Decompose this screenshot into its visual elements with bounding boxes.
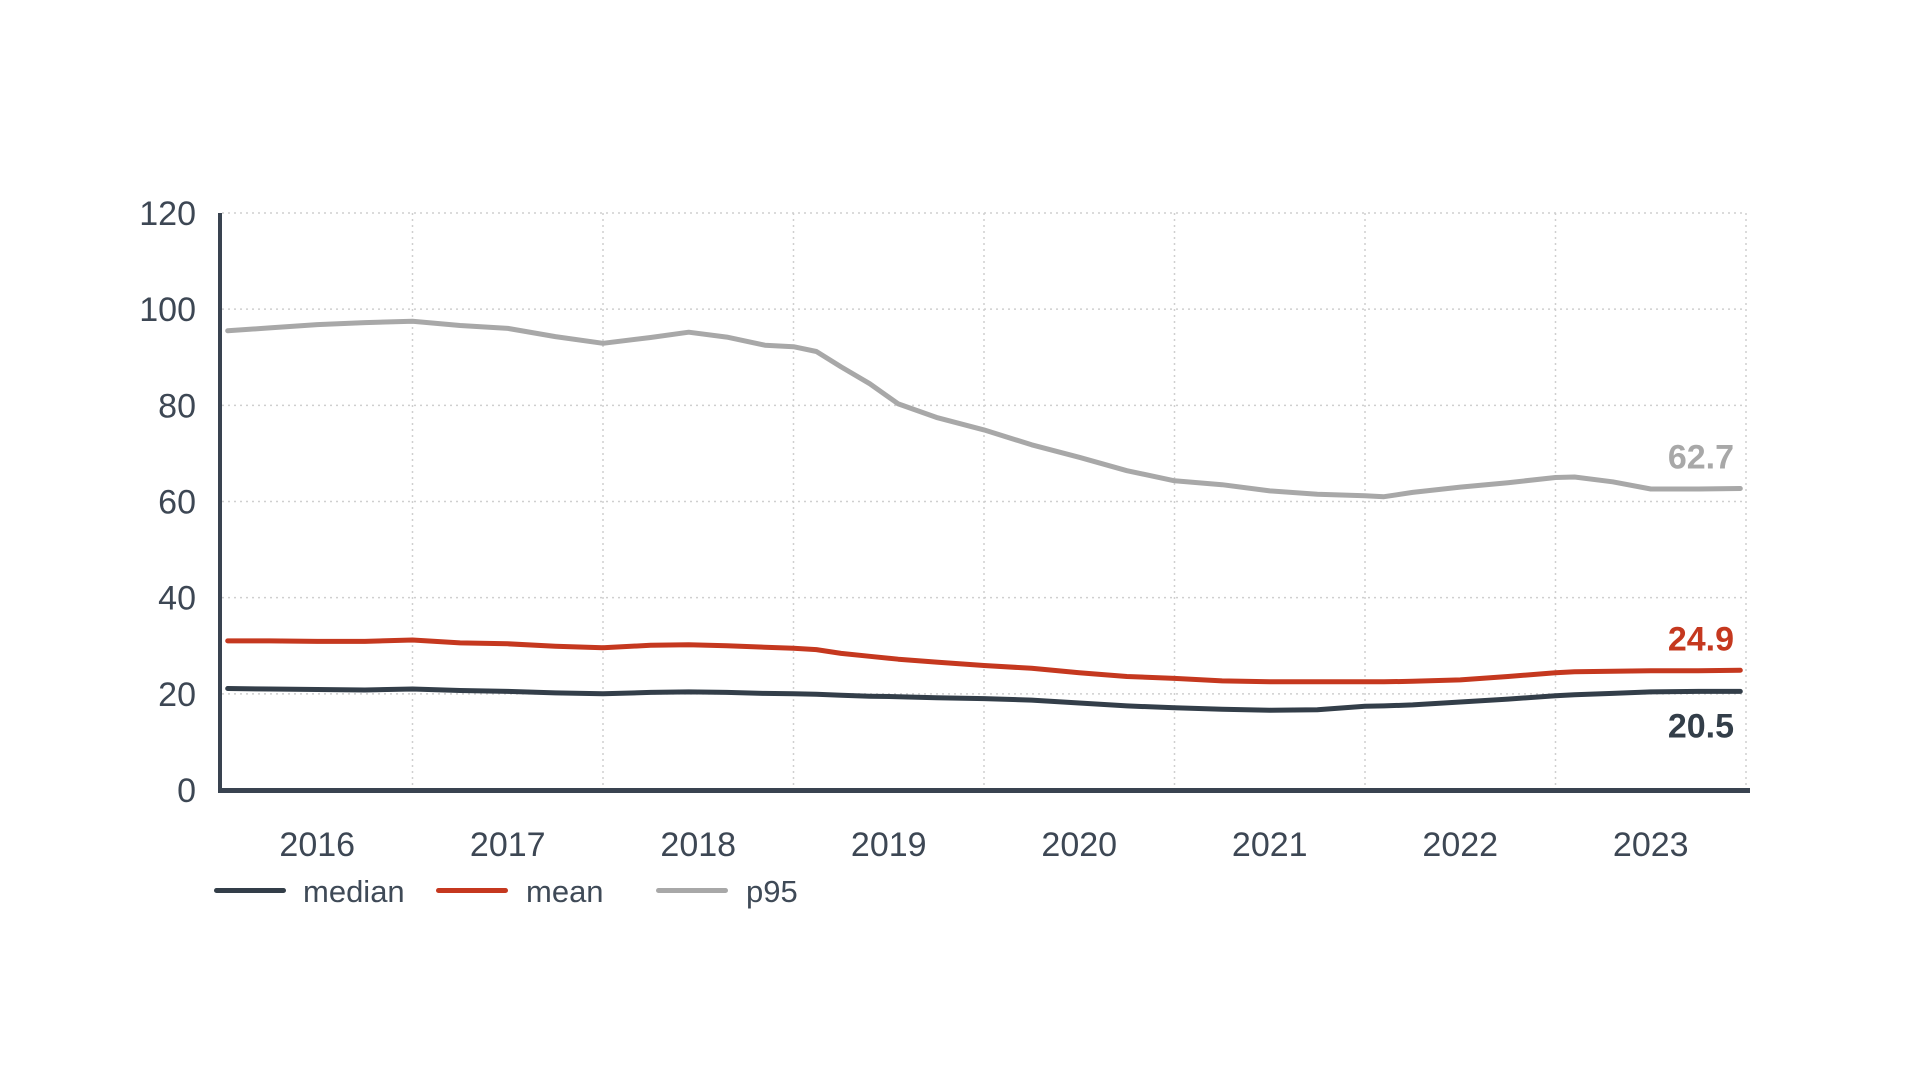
- x-tick-label-2017: 2017: [470, 826, 546, 864]
- y-tick-label-100: 100: [139, 291, 196, 329]
- y-tick-label-0: 0: [177, 772, 196, 810]
- series-end-label-mean: 24.9: [1668, 620, 1734, 658]
- series-end-label-p95: 62.7: [1668, 439, 1734, 477]
- series-line-mean: [225, 637, 1743, 685]
- legend-label-median: median: [303, 874, 405, 909]
- legend-label-p95: p95: [746, 874, 798, 909]
- legend-swatch-mean: [436, 888, 508, 893]
- y-tick-label-60: 60: [158, 484, 196, 522]
- series-line-median: [225, 686, 1743, 713]
- x-tick-label-2018: 2018: [660, 826, 736, 864]
- legend-swatch-median: [214, 888, 286, 893]
- series-end-label-median: 20.5: [1668, 707, 1734, 745]
- x-tick-label-2016: 2016: [279, 826, 355, 864]
- legend-label-mean: mean: [526, 874, 604, 909]
- y-tick-label-120: 120: [139, 195, 196, 233]
- x-tick-label-2023: 2023: [1613, 826, 1689, 864]
- y-tick-label-20: 20: [158, 676, 196, 714]
- x-tick-label-2021: 2021: [1232, 826, 1308, 864]
- y-tick-label-80: 80: [158, 387, 196, 425]
- x-axis-spine: [218, 788, 1750, 793]
- y-axis-spine: [218, 213, 222, 790]
- y-tick-label-40: 40: [158, 580, 196, 618]
- series-line-p95: [225, 318, 1743, 500]
- legend-swatch-p95: [656, 888, 728, 893]
- x-tick-label-2022: 2022: [1422, 826, 1498, 864]
- x-tick-label-2020: 2020: [1041, 826, 1117, 864]
- x-tick-label-2019: 2019: [851, 826, 927, 864]
